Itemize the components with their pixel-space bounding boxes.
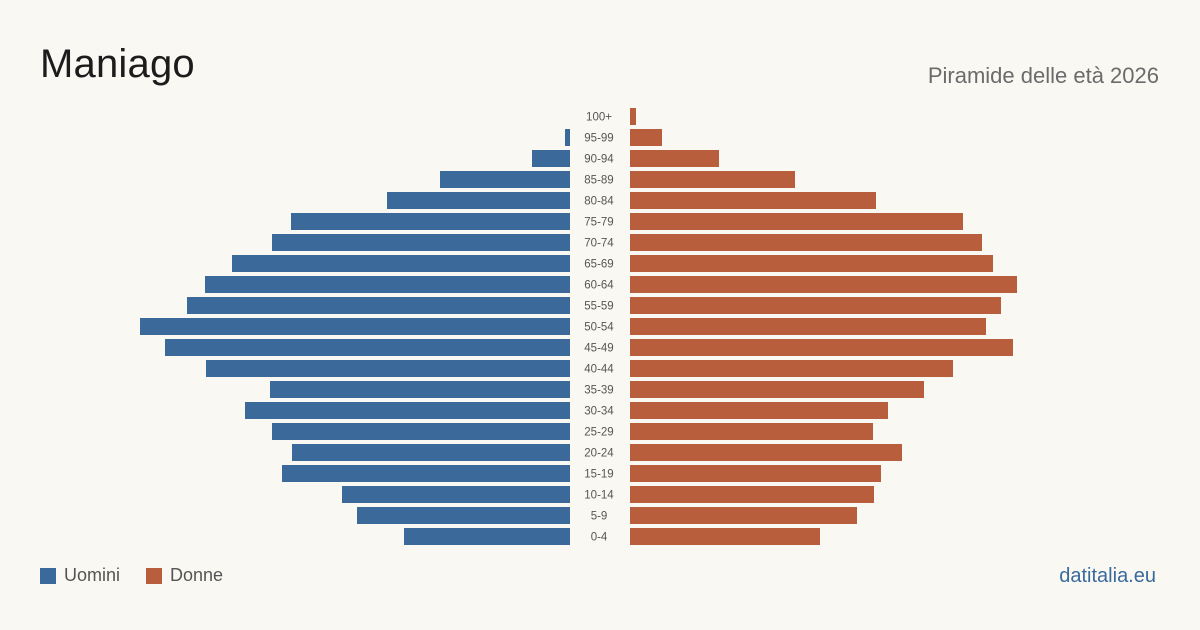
- bar-men-70-74: [272, 234, 570, 251]
- legend-item-men: Uomini: [40, 565, 120, 586]
- bar-women-0-4: [630, 528, 820, 545]
- bar-women-55-59: [630, 297, 1001, 314]
- bar-women-95-99: [630, 129, 662, 146]
- legend-label-women: Donne: [170, 565, 224, 585]
- legend-label-men: Uomini: [64, 565, 121, 585]
- bar-women-25-29: [630, 423, 873, 440]
- bar-men-55-59: [187, 297, 570, 314]
- age-label-65-69: 65-69: [584, 259, 613, 271]
- age-label-10-14: 10-14: [584, 490, 614, 502]
- bar-women-80-84: [630, 192, 876, 209]
- age-label-100+: 100+: [586, 112, 612, 124]
- chart-subtitle: Piramide delle età 2026: [927, 63, 1159, 88]
- age-label-40-44: 40-44: [584, 364, 614, 376]
- bar-men-10-14: [342, 486, 570, 503]
- bar-men-20-24: [292, 444, 570, 461]
- bar-women-65-69: [630, 255, 993, 272]
- bar-women-75-79: [630, 213, 963, 230]
- age-label-25-29: 25-29: [584, 427, 613, 439]
- bar-men-15-19: [282, 465, 570, 482]
- age-label-30-34: 30-34: [584, 406, 614, 418]
- age-label-85-89: 85-89: [584, 175, 613, 187]
- age-label-50-54: 50-54: [584, 322, 614, 334]
- bar-men-45-49: [165, 339, 570, 356]
- age-label-90-94: 90-94: [584, 154, 614, 166]
- age-label-35-39: 35-39: [584, 385, 613, 397]
- bar-men-95-99: [565, 129, 570, 146]
- bar-women-5-9: [630, 507, 857, 524]
- bar-women-35-39: [630, 381, 924, 398]
- legend-swatch-men: [40, 567, 56, 584]
- brand-link[interactable]: datitalia.eu: [1059, 565, 1156, 587]
- age-label-5-9: 5-9: [591, 511, 608, 523]
- bar-men-90-94: [532, 150, 570, 167]
- bar-men-40-44: [206, 360, 570, 377]
- bar-women-10-14: [630, 486, 874, 503]
- age-label-55-59: 55-59: [584, 301, 613, 313]
- bar-women-90-94: [630, 150, 719, 167]
- age-label-45-49: 45-49: [584, 343, 613, 355]
- bar-women-30-34: [630, 402, 888, 419]
- age-label-15-19: 15-19: [584, 469, 613, 481]
- bar-women-50-54: [630, 318, 986, 335]
- age-label-0-4: 0-4: [591, 532, 608, 544]
- bar-men-65-69: [232, 255, 570, 272]
- bar-women-45-49: [630, 339, 1013, 356]
- bar-women-40-44: [630, 360, 953, 377]
- bar-men-60-64: [205, 276, 570, 293]
- bar-women-15-19: [630, 465, 881, 482]
- bar-men-30-34: [245, 402, 570, 419]
- bar-men-75-79: [291, 213, 570, 230]
- bar-men-35-39: [270, 381, 570, 398]
- chart-title: Maniago: [40, 42, 195, 86]
- legend-swatch-women: [146, 567, 163, 584]
- age-label-20-24: 20-24: [584, 448, 614, 460]
- age-label-80-84: 80-84: [584, 196, 614, 208]
- bar-women-85-89: [630, 171, 795, 188]
- bar-women-60-64: [630, 276, 1017, 293]
- bar-women-70-74: [630, 234, 982, 251]
- age-label-60-64: 60-64: [584, 280, 614, 292]
- legend-item-women: Donne: [146, 565, 223, 586]
- age-label-75-79: 75-79: [584, 217, 613, 229]
- bar-men-5-9: [357, 507, 570, 524]
- age-label-70-74: 70-74: [584, 238, 614, 250]
- bar-women-20-24: [630, 444, 902, 461]
- bar-men-85-89: [440, 171, 570, 188]
- age-label-95-99: 95-99: [584, 133, 613, 145]
- bar-men-80-84: [387, 192, 570, 209]
- bar-men-25-29: [272, 423, 570, 440]
- legend: Uomini Donne: [40, 565, 249, 586]
- bar-women-100+: [630, 108, 636, 125]
- bar-men-50-54: [140, 318, 570, 335]
- bar-men-0-4: [404, 528, 570, 545]
